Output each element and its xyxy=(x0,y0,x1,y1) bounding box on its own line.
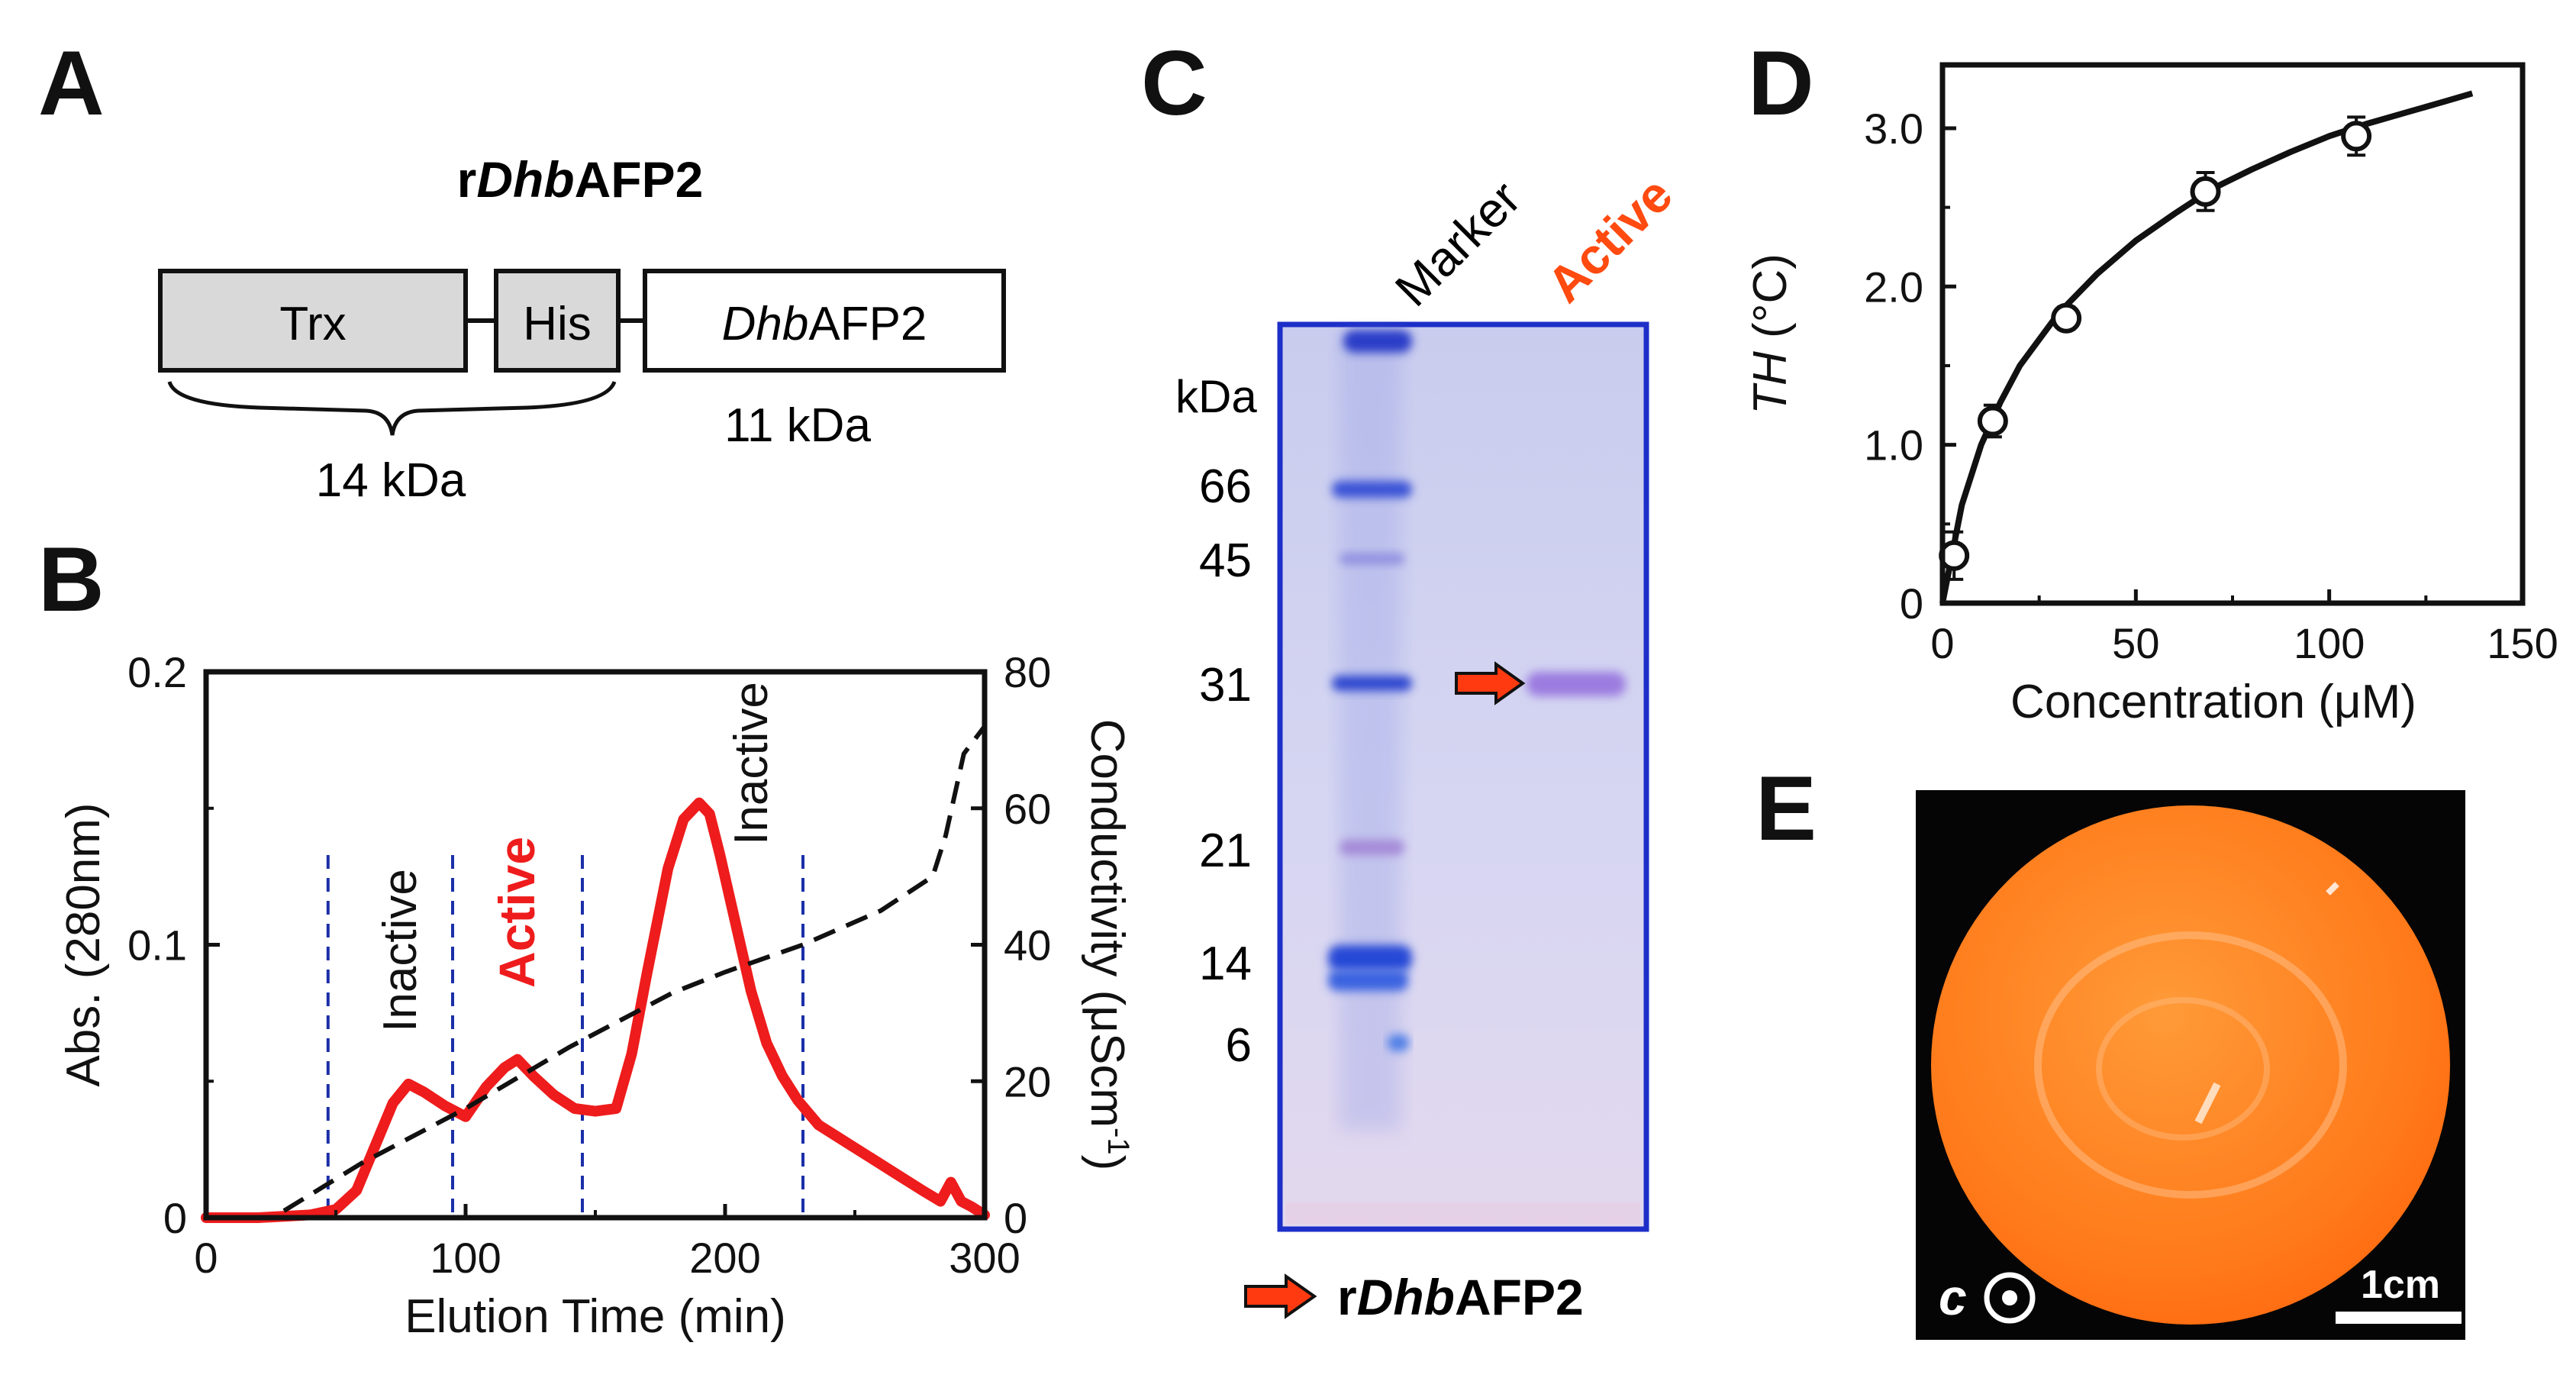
fit-curve-line xyxy=(1939,90,2474,604)
lane-label-active: Active xyxy=(1536,166,1683,312)
ice-highlight xyxy=(2194,1082,2221,1125)
y2-tick-label: 60 xyxy=(1004,785,1051,833)
conductivity-series-line xyxy=(282,724,987,1213)
brace-size-label: 14 kDa xyxy=(316,454,466,507)
data-point xyxy=(2051,302,2082,334)
data-point xyxy=(2190,176,2221,207)
y-tick-label: 0.1 xyxy=(127,921,187,970)
x-tick-label: 50 xyxy=(2112,619,2159,667)
marker-well-band xyxy=(1343,330,1412,353)
scale-bar xyxy=(2336,1312,2462,1324)
x-axis-label: Elution Time (min) xyxy=(405,1290,786,1343)
panel-c: C Marker Active kDa 66 45 31 21 14 6 rDh… xyxy=(1141,32,1683,1325)
y-tick-label: 1.0 xyxy=(1864,421,1923,470)
afp-domain-box xyxy=(643,269,1006,373)
c-axis-dot-icon xyxy=(2002,1290,2017,1305)
y-tick-label: 0 xyxy=(1900,579,1923,628)
marker-band-21 xyxy=(1340,840,1404,855)
panel-b-label: B xyxy=(38,528,105,631)
panel-c-label: C xyxy=(1141,32,1207,134)
data-point xyxy=(1977,405,2008,437)
y-tick-label: 3.0 xyxy=(1864,105,1923,153)
ice-ring-pattern xyxy=(2034,931,2347,1199)
legend-arrow-icon xyxy=(1244,1273,1317,1319)
ice-ring-pattern xyxy=(2096,997,2270,1141)
y2-tick-label: 0 xyxy=(1004,1194,1027,1242)
x-tick-label: 150 xyxy=(2487,619,2558,667)
panel-a-label: A xyxy=(38,32,105,134)
c-axis-symbol-icon xyxy=(1984,1272,2036,1324)
marker-lane-smear xyxy=(1340,336,1401,1130)
y2-tick-label: 40 xyxy=(1004,921,1051,970)
y-tick-label: 2.0 xyxy=(1864,263,1923,311)
plot-frame xyxy=(203,669,988,1221)
panel-d: D 0 50 100 150 0 1.0 2.0 3.0 Concentration (μM) T… xyxy=(1744,32,2558,728)
panel-e: E c 1cm xyxy=(1755,757,2465,1340)
scale-bar-label: 1cm xyxy=(2361,1263,2440,1307)
mw-label-45: 45 xyxy=(1199,534,1252,587)
y-axis-label: TH (°C) xyxy=(1744,253,1797,415)
absorbance-series-line xyxy=(201,797,990,1223)
marker-band-14b xyxy=(1328,970,1408,991)
y2-tick-label: 20 xyxy=(1004,1057,1051,1105)
sds-page-gel xyxy=(1277,321,1649,1232)
plot-frame xyxy=(1939,62,2526,606)
panel-e-label: E xyxy=(1755,757,1817,860)
y-tick-label: 0 xyxy=(163,1194,187,1242)
afp-size-label: 11 kDa xyxy=(724,399,871,452)
marker-band-45 xyxy=(1340,553,1404,564)
size-brace xyxy=(167,380,617,436)
panel-d-label: D xyxy=(1748,32,1814,134)
mw-label-14: 14 xyxy=(1199,937,1252,990)
ice-highlight xyxy=(2326,882,2339,896)
y-tick-label: 0.2 xyxy=(127,648,187,696)
mw-label-31: 31 xyxy=(1199,659,1252,712)
data-point xyxy=(2341,121,2372,152)
c-axis-letter: c xyxy=(1939,1269,1967,1325)
marker-band-14 xyxy=(1328,945,1412,971)
active-fraction-band xyxy=(1527,672,1626,696)
construct-title: rDhbAFP2 xyxy=(457,151,704,208)
region-label-active: Active xyxy=(488,837,545,988)
y-axis-label: Abs. (280nm) xyxy=(57,802,110,1086)
marker-band-66 xyxy=(1332,481,1412,498)
his-tag-box xyxy=(494,269,621,373)
marker-band-31 xyxy=(1332,676,1412,691)
gel-legend-label: rDhbAFP2 xyxy=(1337,1269,1584,1325)
x-tick-label: 300 xyxy=(949,1234,1020,1282)
his-label: His xyxy=(523,298,592,350)
afp-label: DhbAFP2 xyxy=(722,298,927,350)
region-label-inactive: Inactive xyxy=(725,682,778,845)
gel-dye-front xyxy=(1286,1202,1640,1224)
lane-label-marker: Marker xyxy=(1385,170,1531,317)
marker-lane xyxy=(1328,330,1412,1130)
x-tick-label: 100 xyxy=(2294,619,2365,667)
x-tick-label: 0 xyxy=(194,1234,218,1282)
mw-label-66: 66 xyxy=(1199,460,1252,513)
trx-domain-box xyxy=(158,269,468,373)
x-tick-label: 100 xyxy=(430,1234,501,1282)
mw-label-6: 6 xyxy=(1226,1019,1252,1072)
marker-band-6 xyxy=(1388,1034,1409,1051)
band-arrow-icon xyxy=(1455,661,1526,705)
mw-unit-label: kDa xyxy=(1175,371,1257,422)
y2-axis-label: Conductivity (μScm-1) xyxy=(1081,719,1135,1171)
x-tick-label: 200 xyxy=(689,1234,760,1282)
trx-label: Trx xyxy=(279,298,346,350)
x-tick-label: 0 xyxy=(1930,619,1954,667)
thermal-hysteresis-chart: 0 50 100 150 0 1.0 2.0 3.0 Concentration (μM) TH … xyxy=(1744,62,2558,728)
mw-label-21: 21 xyxy=(1199,825,1252,877)
ice-hemisphere xyxy=(1931,805,2450,1325)
region-label-inactive: Inactive xyxy=(374,869,427,1032)
y2-tick-label: 80 xyxy=(1004,648,1051,696)
panel-a: A rDhbAFP2 Trx His DhbAFP2 14 kDa 11 kDa xyxy=(38,32,1006,507)
x-axis-label: Concentration (μM) xyxy=(2010,676,2416,728)
